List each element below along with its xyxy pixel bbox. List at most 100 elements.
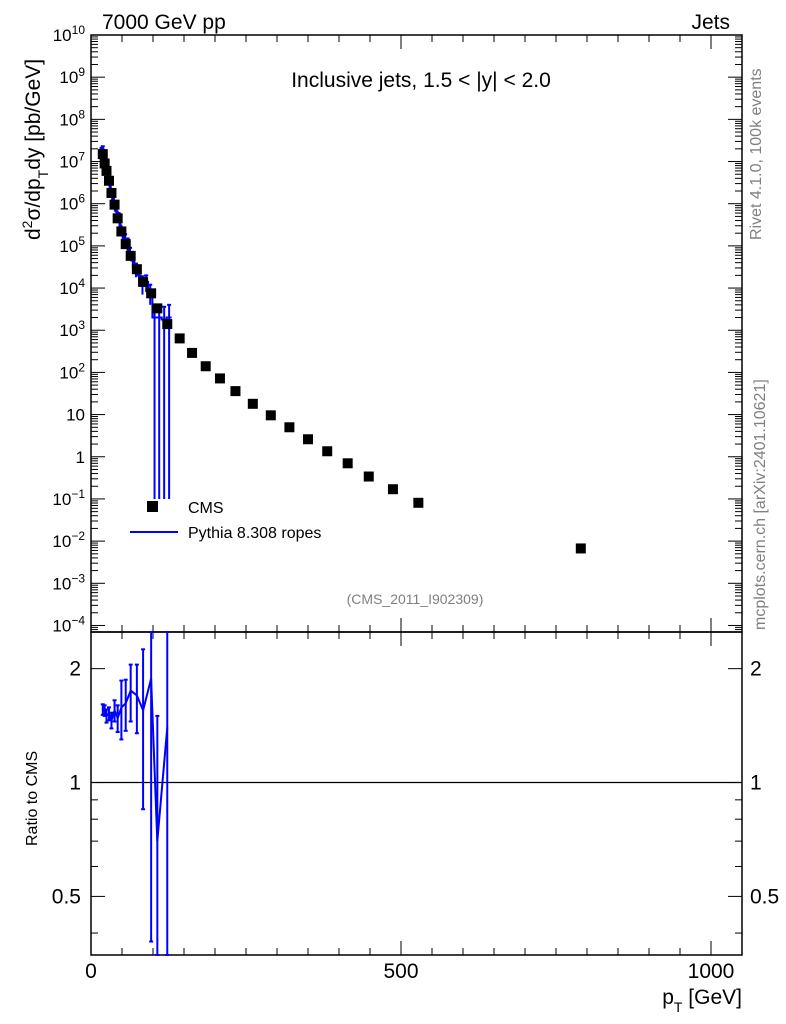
main-y-tick-label-base: 10 — [52, 574, 71, 593]
cms-data-point — [413, 497, 424, 508]
main-y-tick-label: 108 — [59, 107, 85, 129]
main-y-tick-label: 107 — [59, 150, 85, 172]
ylabel-sigma: σ/dp — [22, 178, 45, 220]
cms-data-point — [112, 213, 123, 224]
cms-data-point — [363, 471, 374, 482]
cms-data-point — [152, 303, 163, 314]
main-y-tick-label: 10 — [66, 406, 85, 425]
x-tick-label: 500 — [383, 960, 418, 983]
header-left: 7000 GeV pp — [102, 11, 226, 34]
main-y-tick-label: 10−3 — [52, 571, 85, 593]
cms-data-point — [247, 398, 258, 409]
cms-data-point — [99, 158, 110, 169]
ylabel-d: d — [22, 228, 45, 240]
ylabel-rest: dy [pb/GeV] — [22, 59, 45, 170]
ratio-y-tick-label-left: 0.5 — [52, 885, 81, 908]
cms-data-point — [265, 410, 276, 421]
main-y-tick-label: 10−2 — [52, 529, 85, 551]
legend: CMS Pythia 8.308 ropes — [130, 500, 321, 542]
cms-data-point — [174, 333, 185, 344]
main-y-tick-label-base: 10 — [53, 26, 72, 45]
main-y-tick-label-base: 10 — [59, 363, 78, 382]
cms-data-point — [101, 165, 112, 176]
cms-data-point — [109, 199, 120, 210]
cms-data-point — [146, 288, 157, 299]
cms-data-point — [230, 386, 241, 397]
cms-data-point — [162, 319, 173, 330]
ratio-y-tick-label-left: 1 — [69, 772, 81, 795]
main-y-tick-label-base: 10 — [52, 532, 71, 551]
legend-label-pythia: Pythia 8.308 ropes — [188, 525, 321, 542]
cms-data-point — [106, 187, 117, 198]
xlabel-p: p — [662, 986, 674, 1009]
ylabel-sub: T — [35, 169, 51, 178]
x-tick-label: 0 — [85, 960, 97, 983]
main-y-tick-label: 105 — [59, 234, 85, 256]
main-y-tick-label-base: 10 — [66, 406, 85, 425]
main-y-tick-label: 102 — [59, 360, 85, 382]
cms-data-point — [116, 226, 127, 237]
cms-data-point — [97, 149, 108, 160]
main-y-tick-label-exp: −1 — [71, 487, 85, 501]
plot-title: Inclusive jets, 1.5 < |y| < 2.0 — [291, 69, 551, 92]
main-y-tick-label-base: 10 — [59, 237, 78, 256]
cms-data-point — [120, 239, 131, 250]
main-frame — [90, 34, 743, 633]
main-y-tick-label-exp: 5 — [78, 234, 85, 248]
analysis-tag: (CMS_2011_I902309) — [347, 591, 484, 607]
rivet-label: Rivet 4.1.0, 100k events — [748, 68, 765, 240]
main-y-tick-label-base: 10 — [59, 195, 78, 214]
main-y-tick-label: 103 — [59, 318, 85, 340]
main-y-tick-label: 106 — [59, 192, 85, 214]
main-y-tick-label: 1 — [76, 448, 85, 467]
xlabel-sub: T — [674, 999, 683, 1015]
cms-data-point — [342, 458, 353, 469]
main-y-tick-label-exp: 7 — [78, 150, 85, 164]
ratio-panel-axes: 0.5 0.5 1 1 2 2 0 500 1000 — [52, 631, 779, 983]
main-y-tick-label: 10−4 — [52, 613, 85, 635]
cms-data-point — [103, 175, 114, 186]
cms-data-point — [125, 250, 136, 261]
main-y-tick-label-exp: 3 — [78, 318, 85, 332]
main-y-tick-label-exp: −3 — [71, 571, 85, 585]
ratio-frame — [90, 631, 743, 956]
cms-data-point — [575, 543, 586, 554]
main-y-tick-label-exp: 4 — [78, 276, 85, 290]
main-y-tick-label-base: 10 — [59, 153, 78, 172]
cms-data-point — [322, 446, 333, 457]
cms-data-point — [138, 276, 149, 287]
cms-data-point — [200, 361, 211, 372]
main-y-tick-label: 104 — [59, 276, 85, 298]
main-y-tick-label: 1010 — [53, 23, 86, 45]
main-y-tick-label-exp: −4 — [71, 613, 85, 627]
main-y-tick-label-exp: 2 — [78, 360, 85, 374]
main-y-tick-label-base: 10 — [59, 110, 78, 129]
main-y-tick-label-exp: 6 — [78, 192, 85, 206]
ratio-panel-data — [100, 631, 170, 956]
cms-data-point — [214, 373, 225, 384]
ratio-y-tick-label-left: 2 — [69, 658, 81, 681]
main-y-tick-label: 10−1 — [52, 487, 85, 509]
ylabel-sup: 2 — [19, 220, 35, 228]
main-y-tick-label-exp: 10 — [72, 23, 86, 37]
main-panel-data — [97, 145, 586, 554]
main-y-tick-label-base: 1 — [76, 448, 85, 467]
main-y-tick-label-base: 10 — [59, 279, 78, 298]
legend-label-cms: CMS — [188, 500, 224, 517]
main-y-tick-label-exp: 9 — [78, 65, 85, 79]
mc-step-line — [100, 147, 172, 321]
ratio-y-tick-label-right: 1 — [750, 772, 762, 795]
header-right: Jets — [691, 11, 730, 34]
main-y-tick-label-exp: −2 — [71, 529, 85, 543]
cms-data-point — [284, 422, 295, 433]
cms-data-point — [131, 264, 142, 275]
main-y-axis-label: d2σ/dpTdy [pb/GeV] — [19, 59, 51, 240]
ratio-y-axis-label: Ratio to CMS — [24, 751, 41, 846]
main-y-tick-label-base: 10 — [52, 616, 71, 635]
ratio-y-tick-label-right: 2 — [750, 658, 762, 681]
cms-data-point — [303, 434, 313, 445]
cms-data-point — [387, 484, 398, 495]
legend-marker-cms — [147, 501, 158, 512]
x-axis-label: pT [GeV] — [662, 986, 742, 1015]
xlabel-unit: [GeV] — [682, 986, 742, 1009]
